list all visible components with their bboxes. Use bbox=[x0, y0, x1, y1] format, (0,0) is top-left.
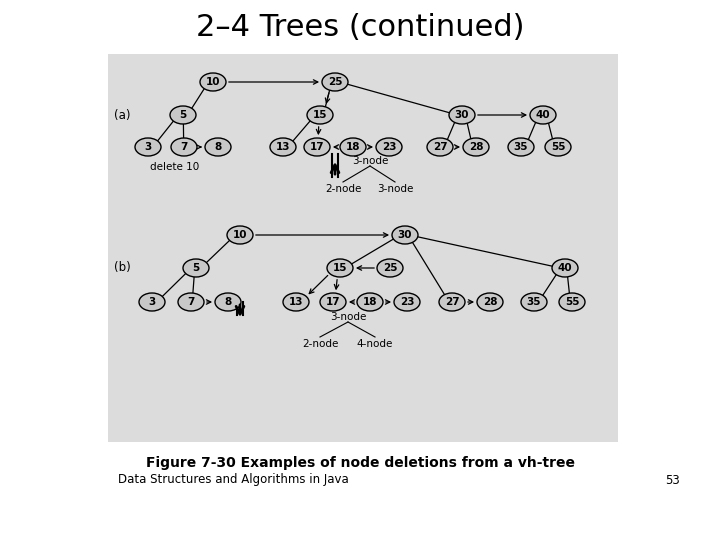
Ellipse shape bbox=[559, 293, 585, 311]
Text: 15: 15 bbox=[312, 110, 328, 120]
Text: 23: 23 bbox=[382, 142, 396, 152]
Text: Figure 7-30 Examples of node deletions from a vh-tree: Figure 7-30 Examples of node deletions f… bbox=[145, 456, 575, 470]
Ellipse shape bbox=[530, 106, 556, 124]
Text: 27: 27 bbox=[445, 297, 459, 307]
Ellipse shape bbox=[392, 226, 418, 244]
Ellipse shape bbox=[477, 293, 503, 311]
Text: 17: 17 bbox=[310, 142, 324, 152]
Ellipse shape bbox=[170, 106, 196, 124]
Ellipse shape bbox=[270, 138, 296, 156]
Ellipse shape bbox=[304, 138, 330, 156]
Ellipse shape bbox=[227, 226, 253, 244]
Text: 25: 25 bbox=[328, 77, 342, 87]
Ellipse shape bbox=[508, 138, 534, 156]
Text: 8: 8 bbox=[215, 142, 222, 152]
Text: 28: 28 bbox=[482, 297, 498, 307]
Text: 40: 40 bbox=[536, 110, 550, 120]
Text: 28: 28 bbox=[469, 142, 483, 152]
Text: (a): (a) bbox=[114, 109, 130, 122]
Text: 15: 15 bbox=[333, 263, 347, 273]
Ellipse shape bbox=[439, 293, 465, 311]
Ellipse shape bbox=[135, 138, 161, 156]
Text: Data Structures and Algorithms in Java: Data Structures and Algorithms in Java bbox=[118, 474, 348, 487]
Text: 23: 23 bbox=[400, 297, 414, 307]
Ellipse shape bbox=[357, 293, 383, 311]
Text: 2–4 Trees (continued): 2–4 Trees (continued) bbox=[196, 12, 524, 42]
Ellipse shape bbox=[322, 73, 348, 91]
Ellipse shape bbox=[307, 106, 333, 124]
Text: 53: 53 bbox=[665, 474, 680, 487]
Ellipse shape bbox=[545, 138, 571, 156]
Ellipse shape bbox=[327, 259, 353, 277]
Ellipse shape bbox=[320, 293, 346, 311]
Text: 18: 18 bbox=[363, 297, 377, 307]
FancyBboxPatch shape bbox=[108, 54, 618, 442]
Text: 30: 30 bbox=[397, 230, 413, 240]
Text: 2-node: 2-node bbox=[325, 184, 361, 194]
Text: 13: 13 bbox=[276, 142, 290, 152]
Ellipse shape bbox=[200, 73, 226, 91]
Text: 35: 35 bbox=[527, 297, 541, 307]
Text: 18: 18 bbox=[346, 142, 360, 152]
Ellipse shape bbox=[183, 259, 209, 277]
Ellipse shape bbox=[427, 138, 453, 156]
Ellipse shape bbox=[376, 138, 402, 156]
Text: 13: 13 bbox=[289, 297, 303, 307]
Text: 3-node: 3-node bbox=[352, 156, 388, 166]
Text: 7: 7 bbox=[180, 142, 188, 152]
Text: 4-node: 4-node bbox=[357, 339, 393, 349]
Text: 5: 5 bbox=[179, 110, 186, 120]
Text: 5: 5 bbox=[192, 263, 199, 273]
Text: 17: 17 bbox=[325, 297, 341, 307]
Text: 30: 30 bbox=[455, 110, 469, 120]
Text: delete 10: delete 10 bbox=[150, 162, 199, 172]
Ellipse shape bbox=[377, 259, 403, 277]
Text: 40: 40 bbox=[558, 263, 572, 273]
Text: 8: 8 bbox=[225, 297, 232, 307]
Text: 3: 3 bbox=[145, 142, 152, 152]
Text: 3-node: 3-node bbox=[330, 312, 366, 322]
Ellipse shape bbox=[552, 259, 578, 277]
Ellipse shape bbox=[394, 293, 420, 311]
Text: 7: 7 bbox=[187, 297, 194, 307]
Ellipse shape bbox=[139, 293, 165, 311]
Ellipse shape bbox=[449, 106, 475, 124]
Ellipse shape bbox=[283, 293, 309, 311]
Ellipse shape bbox=[521, 293, 547, 311]
Text: 25: 25 bbox=[383, 263, 397, 273]
Ellipse shape bbox=[340, 138, 366, 156]
Ellipse shape bbox=[463, 138, 489, 156]
Ellipse shape bbox=[178, 293, 204, 311]
Text: 55: 55 bbox=[551, 142, 565, 152]
Ellipse shape bbox=[171, 138, 197, 156]
Text: 2-node: 2-node bbox=[302, 339, 338, 349]
Text: 3: 3 bbox=[148, 297, 156, 307]
Text: 55: 55 bbox=[564, 297, 580, 307]
Text: 35: 35 bbox=[514, 142, 528, 152]
Text: 10: 10 bbox=[233, 230, 247, 240]
Ellipse shape bbox=[215, 293, 241, 311]
Text: 3-node: 3-node bbox=[377, 184, 413, 194]
Text: 10: 10 bbox=[206, 77, 220, 87]
Ellipse shape bbox=[205, 138, 231, 156]
Text: (b): (b) bbox=[114, 261, 130, 274]
Text: 27: 27 bbox=[433, 142, 447, 152]
